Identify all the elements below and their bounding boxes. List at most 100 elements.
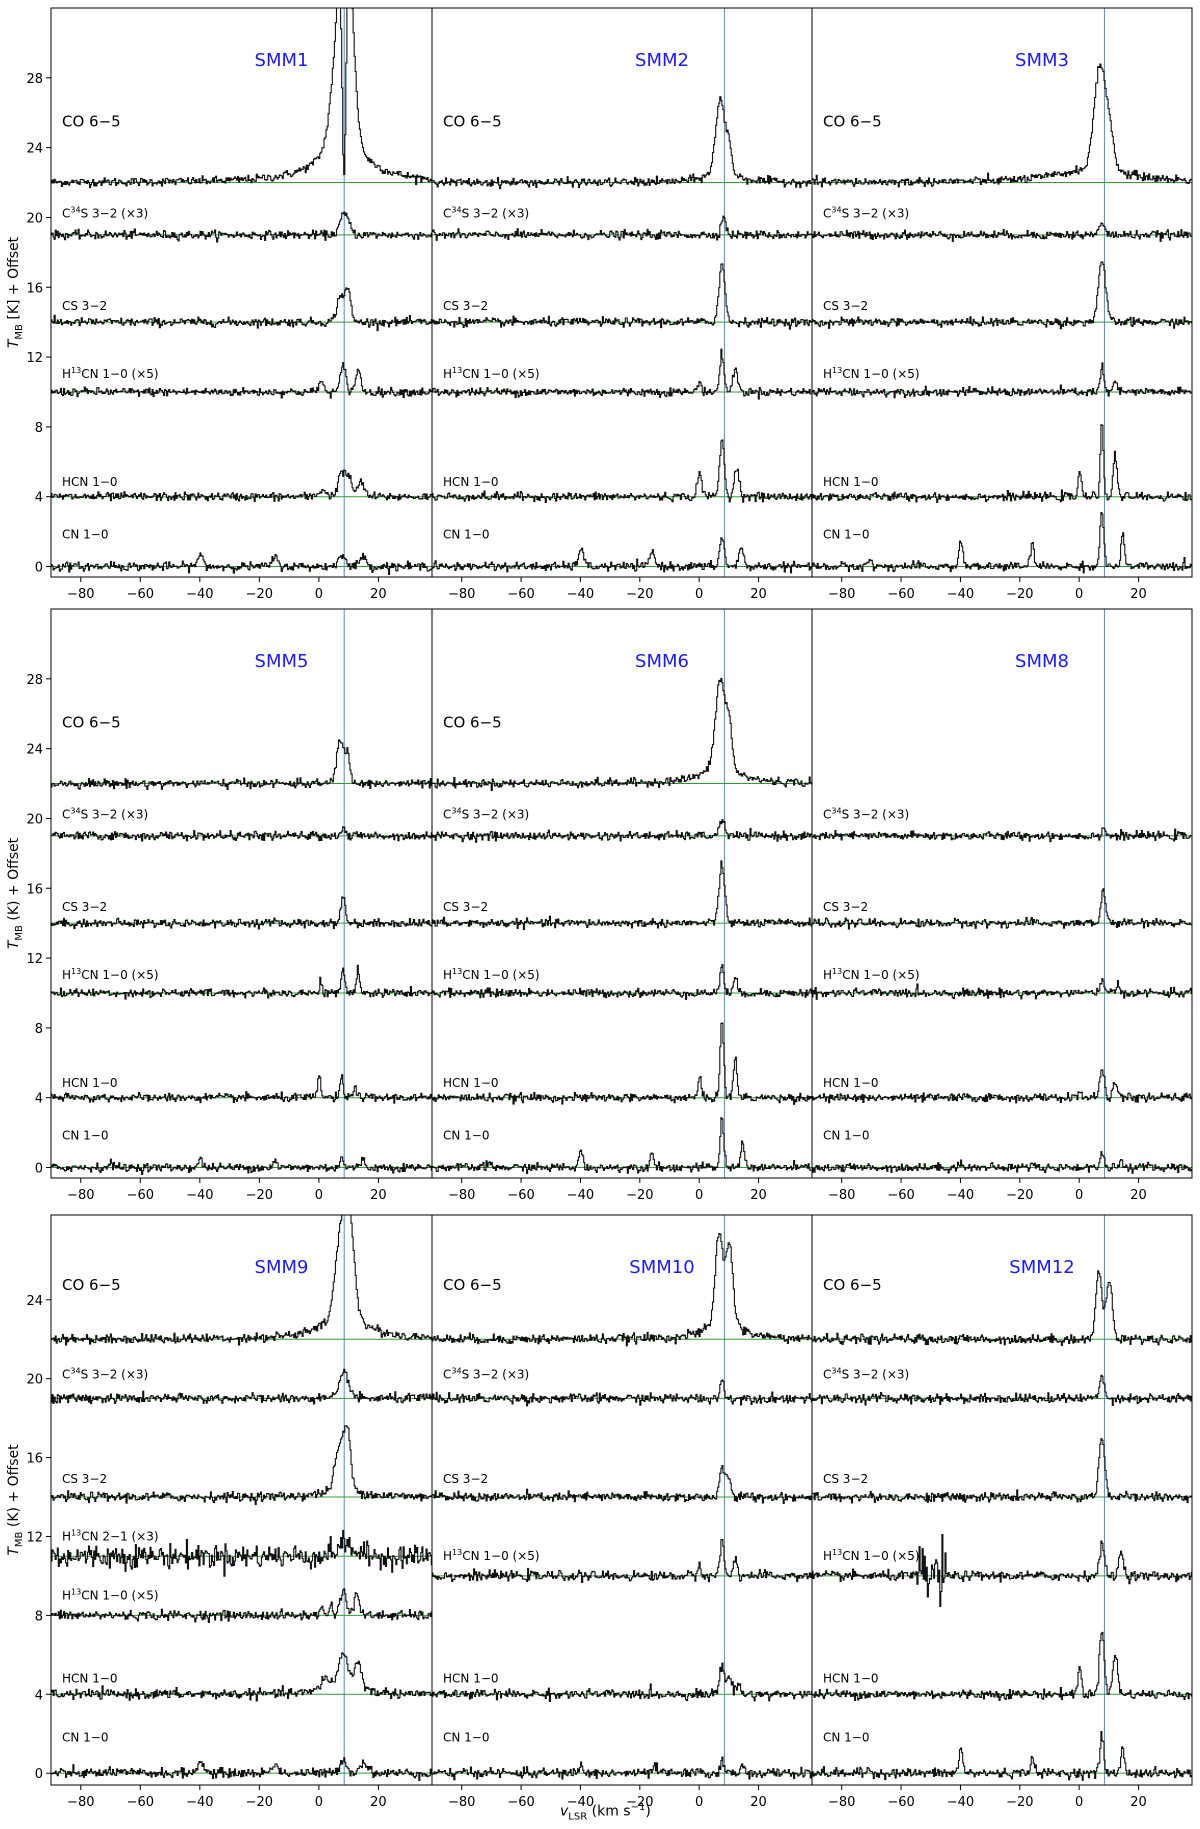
x-tick-label: 0 [695, 1795, 703, 1810]
spectrum-line [51, 896, 432, 930]
y-axis-label: TMB [K] + Offset [6, 236, 25, 348]
source-title: SMM9 [255, 1257, 309, 1278]
spectrum-line [812, 1151, 1192, 1174]
spectrum-label: C34S 3−2 (×3) [823, 1367, 909, 1382]
x-tick-label: −60 [887, 1188, 914, 1203]
y-tick-label: 0 [35, 1162, 43, 1177]
spectrum-label: C34S 3−2 (×3) [443, 205, 529, 220]
spectrum-label: HCN 1−0 [443, 1076, 499, 1090]
spectrum-label: CO 6−5 [62, 714, 121, 732]
spectrum-label: HCN 1−0 [62, 1076, 118, 1090]
spectrum-label: CN 1−0 [823, 528, 870, 542]
y-tick-label: 24 [26, 142, 43, 157]
y-tick-label: 12 [26, 1530, 43, 1545]
spectrum-label: HCN 1−0 [443, 475, 499, 489]
spectrum-label: CO 6−5 [62, 1276, 121, 1294]
spectrum-line [51, 8, 432, 189]
x-tick-label: −40 [947, 1188, 974, 1203]
spectrum-label: H13CN 1−0 (×5) [62, 1588, 159, 1603]
x-tick-label: 20 [750, 1795, 767, 1810]
y-tick-label: 28 [26, 673, 43, 688]
spectrum-line [432, 860, 812, 930]
spectrum-label: C34S 3−2 (×3) [443, 1367, 529, 1382]
panel-frame [811, 608, 1193, 1179]
x-tick-label: −20 [246, 1188, 273, 1203]
x-tick-label: 20 [370, 1188, 387, 1203]
spectrum-line [432, 537, 812, 574]
source-title: SMM5 [255, 651, 309, 672]
x-tick-label: −20 [626, 587, 653, 602]
spectrum-label: CS 3−2 [823, 900, 868, 914]
spectrum-line [812, 1631, 1192, 1702]
y-tick-label: 24 [26, 1294, 43, 1309]
x-tick-label: 20 [750, 587, 767, 602]
spectrum-label: HCN 1−0 [823, 1671, 879, 1685]
spectrum-line [432, 1662, 812, 1702]
spectrum-line [812, 424, 1192, 503]
x-tick-label: −40 [947, 587, 974, 602]
panel-smm1: CO 6−5 C34S 3−2 (×3) CS 3−2 H13CN 1−0 (×5) H… [50, 7, 433, 602]
panel-frame [811, 1214, 1193, 1786]
x-tick-label: −40 [567, 587, 594, 602]
spectrum-line [432, 1538, 812, 1584]
y-tick-label: 20 [26, 1373, 43, 1388]
panel-smm8: C34S 3−2 (×3) CS 3−2 H13CN 1−0 (×5) HCN 1−0… [811, 608, 1193, 1203]
spectrum-line [812, 511, 1192, 574]
spectrum-line [51, 1652, 432, 1702]
spectrum-line [51, 826, 432, 842]
source-title: SMM8 [1015, 651, 1069, 672]
x-tick-label: 0 [1075, 587, 1083, 602]
spectrum-label: C34S 3−2 (×3) [823, 806, 909, 821]
spectrum-label: C34S 3−2 (×3) [62, 1367, 148, 1382]
spectrum-line [51, 1156, 432, 1176]
spectrum-label: CS 3−2 [823, 1472, 868, 1486]
x-tick-label: −40 [186, 1795, 213, 1810]
y-tick-label: 16 [26, 281, 43, 296]
x-tick-label: −80 [448, 1188, 475, 1203]
x-tick-label: −60 [127, 1795, 154, 1810]
spectrum-label: CS 3−2 [443, 1472, 488, 1486]
spectrum-label: CS 3−2 [443, 299, 488, 313]
y-tick-label: 8 [35, 1609, 43, 1624]
x-axis-label: vLSR (km s−1) [560, 1802, 651, 1823]
x-tick-label: −60 [507, 1795, 534, 1810]
spectrum-line [812, 362, 1192, 399]
spectrum-label: HCN 1−0 [62, 475, 118, 489]
spectrum-line [812, 1731, 1192, 1781]
x-tick-label: 20 [370, 587, 387, 602]
source-title: SMM1 [255, 50, 309, 71]
y-tick-label: 4 [35, 1092, 43, 1107]
spectrum-label: CS 3−2 [62, 900, 107, 914]
spectrum-label: H13CN 1−0 (×5) [823, 967, 920, 982]
spectrum-line [432, 677, 812, 792]
spectrum-line [812, 888, 1192, 930]
spectrum-label: CS 3−2 [62, 299, 107, 313]
x-tick-label: −80 [828, 587, 855, 602]
y-tick-label: 4 [35, 491, 43, 506]
spectrum-line [812, 827, 1192, 843]
x-tick-label: −40 [567, 1795, 594, 1810]
spectrum-label: CO 6−5 [443, 113, 502, 131]
y-tick-label: 4 [35, 1688, 43, 1703]
x-tick-label: −40 [567, 1188, 594, 1203]
spectrum-label: CO 6−5 [823, 113, 882, 131]
spectrum-label: CN 1−0 [62, 1129, 109, 1143]
x-tick-label: 20 [370, 1795, 387, 1810]
spectrum-label: CO 6−5 [443, 1276, 502, 1294]
spectrum-line [432, 819, 812, 843]
x-tick-label: −60 [887, 1795, 914, 1810]
spectrum-label: HCN 1−0 [62, 1671, 118, 1685]
spectrum-line [51, 469, 432, 502]
spectrum-line [812, 978, 1192, 1000]
x-tick-label: −80 [828, 1795, 855, 1810]
y-tick-label: 12 [26, 952, 43, 967]
spectrum-line [432, 348, 812, 400]
panel-smm3: CO 6−5 C34S 3−2 (×3) CS 3−2 H13CN 1−0 (×5) H… [811, 7, 1193, 602]
spectrum-line [51, 552, 432, 575]
spectrum-line [432, 263, 812, 330]
spectrum-line [432, 215, 812, 241]
spectrum-line [432, 1117, 812, 1175]
spectrum-line [432, 1756, 812, 1781]
x-tick-label: −80 [448, 587, 475, 602]
